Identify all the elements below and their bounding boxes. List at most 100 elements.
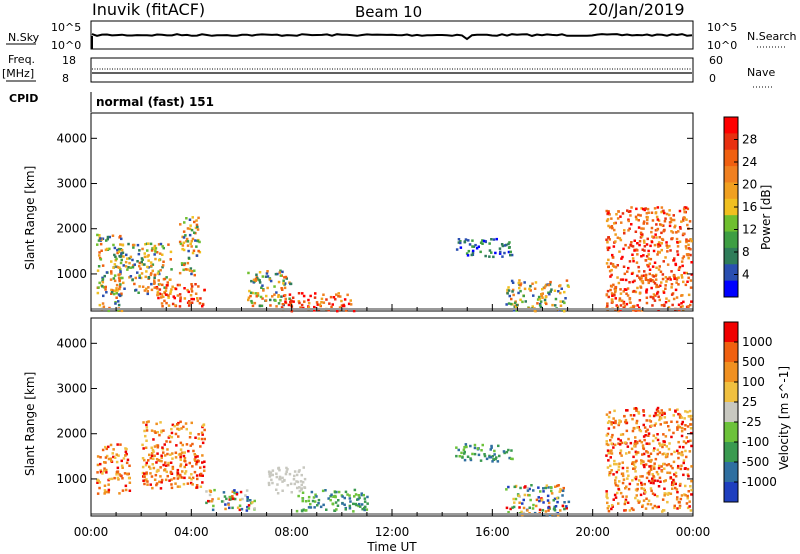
velocity-echo-cell <box>548 507 551 510</box>
power-echo-cell <box>111 289 115 292</box>
velocity-echo-cell <box>124 447 127 450</box>
velocity-echo-cell <box>689 423 692 426</box>
velocity-echo-cell <box>107 488 111 492</box>
power-echo-cell <box>182 241 186 244</box>
power-echo-cell <box>674 288 678 292</box>
power-echo-cell <box>626 270 629 273</box>
velocity-echo-cell <box>362 493 365 497</box>
power-echo-cell <box>141 258 144 261</box>
velocity-echo-cell <box>652 434 655 437</box>
power-echo-cell <box>279 269 282 272</box>
velocity-echo-cell <box>559 487 562 491</box>
velocity-echo-cell <box>195 484 199 487</box>
power-echo-cell <box>112 277 116 280</box>
velocity-echo-cell <box>194 456 197 459</box>
velocity-echo-cell <box>360 503 364 506</box>
velocity-echo-cell <box>112 448 115 451</box>
velocity-echo-cell <box>154 473 158 477</box>
power-echo-cell <box>131 264 135 267</box>
power-echo-cell <box>338 306 342 309</box>
velocity-echo-cell <box>307 495 311 499</box>
velocity-echo-cell <box>642 410 645 413</box>
power-echo-cell <box>118 285 122 289</box>
power-echo-cell <box>660 304 664 307</box>
velocity-echo-cell <box>538 499 541 503</box>
power-echo-cell <box>509 253 512 257</box>
power-echo-cell <box>649 244 652 248</box>
power-echo-cell <box>157 243 161 246</box>
power-echo-cell <box>484 240 487 243</box>
velocity-echo-cell <box>143 475 146 479</box>
velocity-echo-cell <box>658 451 662 454</box>
power-echo-cell <box>99 258 103 261</box>
velocity-echo-cell <box>155 470 159 473</box>
velocity-echo-cell <box>178 476 181 479</box>
power-echo-cell <box>120 237 123 241</box>
power-echo-cell <box>673 257 676 260</box>
velocity-echo-cell <box>609 456 612 459</box>
velocity-echo-cell <box>646 502 650 506</box>
power-echo-cell <box>174 304 177 307</box>
power-echo-cell <box>677 283 680 286</box>
power-echo-cell <box>128 261 131 265</box>
velocity-echo-cell <box>123 472 127 475</box>
power-echo-cell <box>254 292 257 295</box>
power-echo-cell <box>266 286 269 290</box>
velocity-echo-cell <box>605 413 609 416</box>
velocity-echo-cell <box>661 445 664 449</box>
power-echo-cell <box>687 243 690 247</box>
power-echo-cell <box>501 244 505 248</box>
power-echo-cell <box>613 265 616 268</box>
velocity-echo-cell <box>631 429 635 433</box>
power-echo-cell <box>187 249 190 253</box>
velocity-echo-cell <box>635 440 639 444</box>
velocity-echo-cell <box>103 489 107 492</box>
power-echo-cell <box>492 238 496 241</box>
power-echo-cell <box>529 284 532 288</box>
velocity-echo-cell <box>634 436 637 439</box>
power-echo-cell <box>292 300 295 303</box>
velocity-echo-cell <box>684 484 687 488</box>
power-echo-cell <box>554 297 558 301</box>
velocity-echo-cell <box>296 486 299 490</box>
power-echo-cell <box>664 301 668 304</box>
power-echo-cell <box>623 232 626 235</box>
velocity-echo-cell <box>144 446 148 449</box>
power-echo-cell <box>186 240 190 243</box>
power-echo-cell <box>609 288 612 292</box>
velocity-echo-cell <box>643 489 646 492</box>
velocity-echo-cell <box>179 420 182 424</box>
velocity-echo-cell <box>680 464 683 467</box>
power-echo-cell <box>279 299 282 302</box>
power-echo-cell <box>534 281 538 284</box>
velocity-echo-cell <box>624 487 627 490</box>
velocity-echo-cell <box>613 409 616 413</box>
power-echo-cell <box>165 276 168 279</box>
power-echo-cell <box>513 301 517 305</box>
velocity-echo-cell <box>654 422 658 425</box>
power-echo-cell <box>307 306 311 309</box>
power-echo-cell <box>510 279 514 283</box>
power-echo-cell <box>519 289 522 293</box>
velocity-echo-cell <box>619 491 623 495</box>
power-echo-cell <box>663 211 666 215</box>
velocity-echo-cell <box>288 472 292 476</box>
power-echo-cell <box>169 258 172 261</box>
velocity-echo-cell <box>185 427 188 431</box>
velocity-echo-cell <box>645 476 649 480</box>
power-echo-cell <box>284 297 287 301</box>
velocity-echo-cell <box>671 481 674 484</box>
velocity-echo-cell <box>610 423 613 426</box>
power-echo-cell <box>97 286 100 289</box>
velocity-echo-cell <box>616 484 620 488</box>
velocity-echo-cell <box>614 496 618 499</box>
power-echo-cell <box>605 219 609 223</box>
velocity-echo-cell <box>126 472 129 476</box>
velocity-echo-cell <box>348 504 352 508</box>
velocity-colorbar-tick-label: 100 <box>742 375 765 389</box>
power-echo-cell <box>660 206 664 209</box>
velocity-echo-cell <box>99 470 103 474</box>
velocity-echo-cell <box>145 471 148 474</box>
power-echo-cell <box>627 210 631 213</box>
power-echo-cell <box>618 250 621 253</box>
